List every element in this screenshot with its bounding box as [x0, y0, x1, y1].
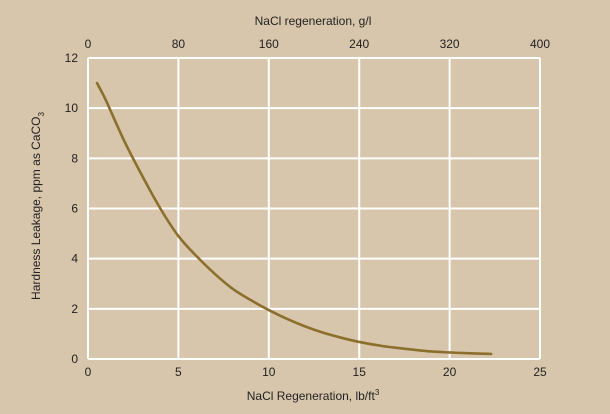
top-x-tick-labels: 0 80 160 240 320 400 — [85, 37, 551, 51]
y-axis-title-subscript: 3 — [37, 112, 46, 117]
x-tick-label: 0 — [85, 365, 92, 379]
top-x-tick-label: 240 — [349, 37, 369, 51]
x-tick-label: 10 — [262, 365, 276, 379]
y-tick-label: 4 — [71, 252, 78, 266]
top-x-tick-label: 400 — [530, 37, 550, 51]
x-axis-title-superscript: 3 — [375, 388, 380, 397]
y-tick-label: 12 — [65, 51, 79, 65]
top-x-axis-title: NaCl regeneration, g/l — [255, 14, 372, 28]
grid-lines — [87, 57, 541, 360]
top-x-tick-label: 320 — [440, 37, 460, 51]
curves — [95, 81, 493, 356]
y-tick-label: 6 — [71, 202, 78, 216]
y-tick-label: 2 — [71, 302, 78, 316]
y-tick-labels: 0 2 4 6 8 10 12 — [65, 51, 79, 366]
top-x-tick-label: 0 — [85, 37, 92, 51]
x-axis-title-text: NaCl Regeneration, lb/ft — [247, 389, 376, 403]
y-axis-title: Hardness Leakage, ppm as CaCO3 — [29, 112, 46, 300]
x-tick-label: 5 — [175, 365, 182, 379]
top-x-tick-label: 80 — [172, 37, 186, 51]
y-tick-label: 8 — [71, 151, 78, 165]
y-tick-label: 10 — [65, 101, 79, 115]
x-tick-label: 20 — [443, 365, 457, 379]
y-axis-title-text: Hardness Leakage, ppm as CaCO — [29, 117, 43, 300]
regeneration-curve — [95, 81, 493, 356]
x-axis-title: NaCl Regeneration, lb/ft3 — [247, 388, 380, 403]
x-tick-label: 15 — [353, 365, 367, 379]
bottom-x-tick-labels: 0 5 10 15 20 25 — [85, 365, 547, 379]
top-x-tick-label: 160 — [259, 37, 279, 51]
y-tick-label: 0 — [71, 352, 78, 366]
x-tick-label: 25 — [533, 365, 547, 379]
